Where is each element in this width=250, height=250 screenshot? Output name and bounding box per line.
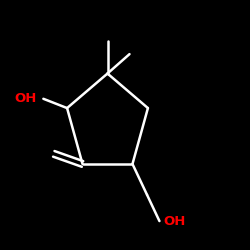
Text: OH: OH [163,214,186,228]
Text: OH: OH [15,92,37,105]
